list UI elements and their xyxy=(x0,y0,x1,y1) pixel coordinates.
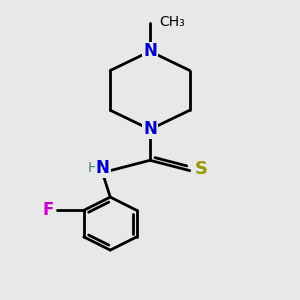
Text: S: S xyxy=(195,160,208,178)
Text: F: F xyxy=(43,201,54,219)
Text: N: N xyxy=(143,120,157,138)
Text: CH₃: CH₃ xyxy=(159,15,184,29)
Text: N: N xyxy=(96,159,110,177)
Text: N: N xyxy=(143,42,157,60)
Text: H: H xyxy=(87,161,98,175)
